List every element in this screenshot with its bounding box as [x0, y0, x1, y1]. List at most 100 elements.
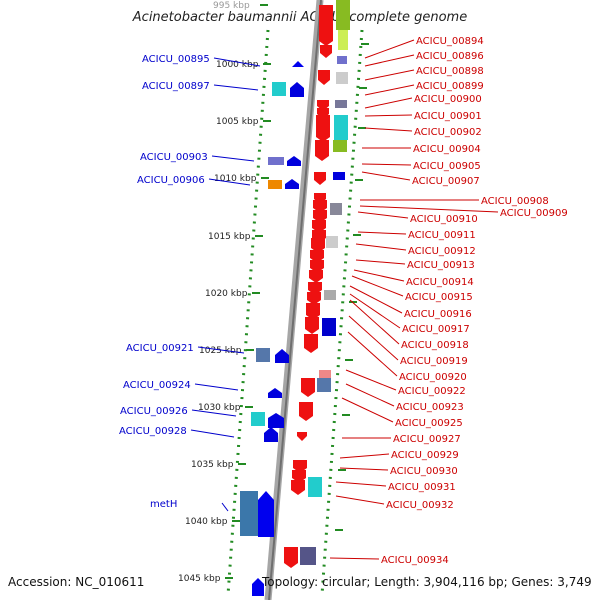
right-gene-label[interactable]: ACICU_00929 [391, 450, 459, 461]
gene-block[interactable] [308, 477, 322, 497]
left-gene-label[interactable]: ACICU_00921 [126, 343, 194, 354]
left-gene-label[interactable]: ACICU_00897 [142, 81, 210, 92]
right-gene-leader [351, 275, 404, 297]
gene-arrow-down[interactable] [318, 70, 330, 85]
gene-arrow-up[interactable] [290, 82, 304, 97]
gene-arrow-up[interactable] [275, 349, 289, 363]
gene-arrow-up[interactable] [285, 179, 299, 189]
gene-arrow-down[interactable] [307, 292, 321, 305]
gene-block[interactable] [322, 318, 336, 336]
right-gene-label[interactable]: ACICU_00932 [386, 500, 454, 511]
gene-block[interactable] [272, 82, 286, 96]
gene-arrow-down[interactable] [308, 282, 322, 295]
right-gene-label[interactable]: ACICU_00930 [390, 466, 458, 477]
gene-block[interactable] [333, 140, 347, 152]
gene-block[interactable] [268, 157, 284, 165]
gene-block[interactable] [335, 100, 347, 108]
gene-arrow-down[interactable] [319, 5, 333, 46]
right-gene-label[interactable]: ACICU_00894 [416, 36, 484, 47]
gene-arrow-down[interactable] [293, 460, 307, 473]
right-gene-label[interactable]: ACICU_00902 [414, 127, 482, 138]
gene-arrow-down[interactable] [314, 172, 326, 185]
right-gene-label[interactable]: ACICU_00920 [399, 372, 467, 383]
left-gene-label[interactable]: ACICU_00928 [119, 426, 187, 437]
gene-arrow-down[interactable] [292, 470, 306, 483]
gene-arrow-up[interactable] [268, 413, 284, 428]
gene-arrow-up[interactable] [264, 427, 278, 442]
right-gene-label[interactable]: ACICU_00904 [413, 144, 481, 155]
gene-block[interactable] [240, 491, 258, 536]
right-gene-label[interactable]: ACICU_00934 [381, 555, 449, 566]
right-gene-label[interactable]: ACICU_00908 [481, 196, 549, 207]
gene-arrow-up[interactable] [252, 578, 264, 596]
left-gene-label[interactable]: ACICU_00895 [142, 54, 210, 65]
right-gene-label[interactable]: ACICU_00910 [410, 214, 478, 225]
gene-block[interactable] [338, 30, 348, 50]
gene-arrow-down[interactable] [304, 334, 318, 353]
gene-block[interactable] [317, 378, 331, 392]
gene-arrow-up[interactable] [287, 156, 301, 166]
right-gene-label[interactable]: ACICU_00905 [413, 161, 481, 172]
right-gene-label[interactable]: ACICU_00900 [414, 94, 482, 105]
gene-arrow-up[interactable] [292, 61, 304, 67]
gene-arrow-down[interactable] [311, 238, 325, 253]
right-gene-label[interactable]: ACICU_00923 [396, 402, 464, 413]
gene-block[interactable] [333, 172, 345, 180]
right-gene-label[interactable]: ACICU_00915 [405, 292, 473, 303]
right-gene-label[interactable]: ACICU_00914 [406, 277, 474, 288]
right-gene-label[interactable]: ACICU_00907 [412, 176, 480, 187]
right-gene-label[interactable]: ACICU_00917 [402, 324, 470, 335]
left-gene-label[interactable]: ACICU_00924 [123, 380, 191, 391]
right-gene-label[interactable]: ACICU_00918 [401, 340, 469, 351]
right-gene-label[interactable]: ACICU_00925 [395, 418, 463, 429]
gene-arrow-down[interactable] [297, 432, 307, 441]
gene-arrow-down[interactable] [309, 270, 323, 283]
left-gene-label[interactable]: ACICU_00926 [120, 406, 188, 417]
right-gene-label[interactable]: ACICU_00911 [408, 230, 476, 241]
gene-block[interactable] [319, 370, 331, 378]
gene-arrow-down[interactable] [306, 303, 320, 320]
right-gene-label[interactable]: ACICU_00931 [388, 482, 456, 493]
left-gene-label[interactable]: ACICU_00906 [137, 175, 205, 186]
gene-block[interactable] [268, 180, 282, 189]
gene-block[interactable] [336, 72, 348, 84]
gene-arrow-down[interactable] [315, 140, 329, 161]
right-gene-label[interactable]: ACICU_00909 [500, 208, 568, 219]
gene-arrow-down[interactable] [313, 210, 327, 223]
right-gene-label[interactable]: ACICU_00898 [416, 66, 484, 77]
gene-arrow-down[interactable] [305, 317, 319, 334]
gene-arrow-down[interactable] [284, 547, 298, 568]
gene-block[interactable] [256, 348, 270, 362]
right-gene-label[interactable]: ACICU_00896 [416, 51, 484, 62]
left-gene-label[interactable]: metH [150, 499, 177, 510]
gene-arrow-down[interactable] [313, 200, 327, 213]
gene-block[interactable] [300, 547, 316, 565]
right-gene-label[interactable]: ACICU_00913 [407, 260, 475, 271]
gene-arrow-down[interactable] [310, 260, 324, 273]
left-gene-label[interactable]: ACICU_00903 [140, 152, 208, 163]
right-gene-label[interactable]: ACICU_00899 [416, 81, 484, 92]
gene-arrow-up[interactable] [268, 388, 282, 398]
gene-block[interactable] [324, 290, 336, 300]
right-gene-label[interactable]: ACICU_00916 [404, 309, 472, 320]
gene-block[interactable] [330, 203, 342, 215]
gene-block[interactable] [326, 236, 338, 248]
gene-block[interactable] [251, 412, 265, 426]
gene-arrow-down[interactable] [316, 115, 330, 142]
gene-block[interactable] [334, 115, 348, 140]
gene-arrow-down[interactable] [291, 480, 305, 495]
gene-block[interactable] [337, 56, 347, 64]
gene-arrow-up[interactable] [258, 491, 274, 537]
gene-arrow-down[interactable] [299, 402, 313, 421]
right-gene-label[interactable]: ACICU_00927 [393, 434, 461, 445]
right-gene-label[interactable]: ACICU_00919 [400, 356, 468, 367]
gene-arrow-down[interactable] [320, 45, 332, 58]
right-gene-label[interactable]: ACICU_00912 [408, 246, 476, 257]
gene-arrow-down[interactable] [301, 378, 315, 397]
gene-arrow-down[interactable] [310, 250, 324, 263]
right-gene-label[interactable]: ACICU_00901 [414, 111, 482, 122]
gene-block[interactable] [336, 0, 350, 30]
right-gene-label[interactable]: ACICU_00922 [398, 386, 466, 397]
gene-arrow-down[interactable] [312, 220, 326, 233]
